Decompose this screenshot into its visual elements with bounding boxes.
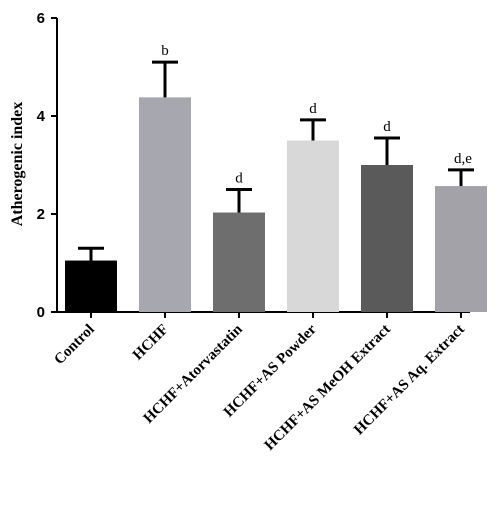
bar: [213, 212, 265, 312]
significance-label: d,e: [454, 151, 472, 167]
x-category-label: Control: [51, 322, 97, 368]
significance-label: b: [161, 43, 169, 59]
y-tick-label: 6: [37, 10, 45, 27]
significance-label: d: [235, 171, 243, 187]
bar: [435, 186, 487, 312]
significance-label: d: [309, 101, 317, 117]
y-tick-label: 0: [37, 304, 45, 321]
bar: [287, 140, 339, 312]
bar: [139, 97, 191, 312]
y-tick-label: 4: [37, 108, 46, 125]
x-category-label: HCHF+AS MeOH Extract: [262, 322, 394, 454]
significance-label: d: [383, 119, 391, 135]
bar: [361, 165, 413, 312]
y-axis-title: Atherogenic index: [9, 102, 26, 227]
bar: [65, 260, 117, 312]
y-tick-label: 2: [37, 206, 45, 223]
x-category-label: HCHF: [130, 322, 172, 364]
